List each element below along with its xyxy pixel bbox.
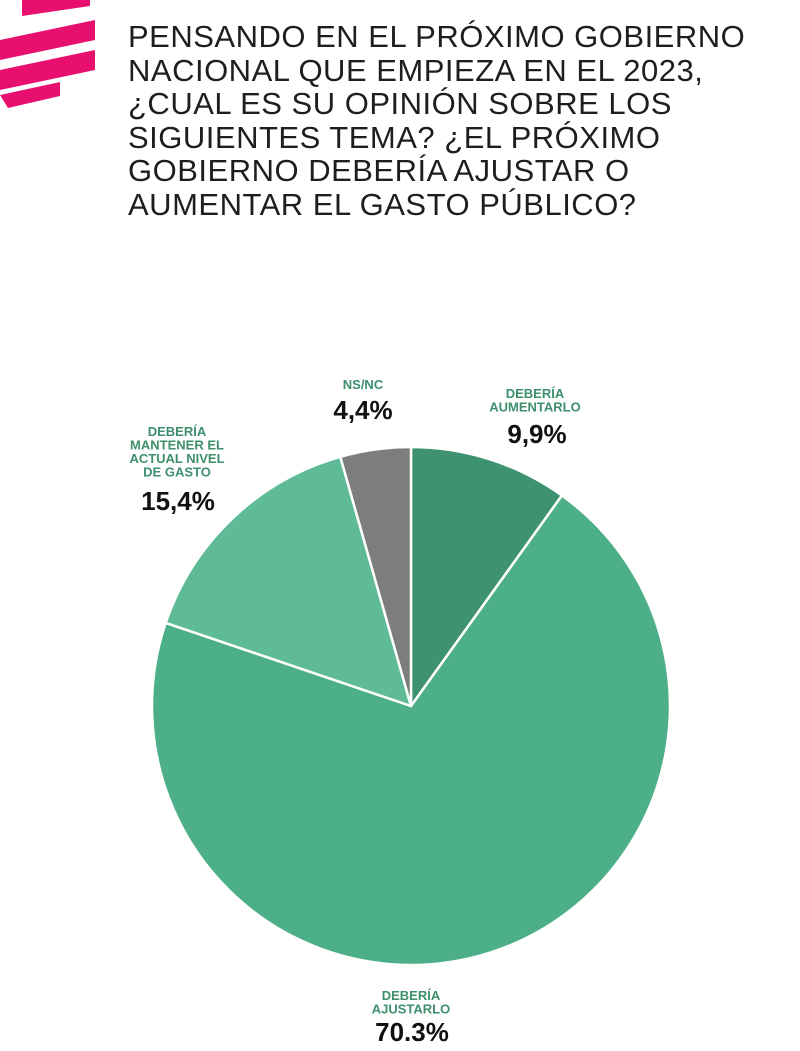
chart-title: PENSANDO EN EL PRÓXIMO GOBIERNO NACIONAL… [128, 19, 746, 222]
slice-label-line: NS/NC [343, 377, 384, 392]
slice-label-line: AUMENTARLO [489, 400, 580, 415]
value-label-nsnc: 4,4% [333, 395, 392, 425]
slice-label-line: DEBERÍA [148, 424, 207, 439]
slice-label-line: AJUSTARLO [372, 1002, 450, 1017]
label-mantener: DEBERÍA MANTENER EL ACTUAL NIVEL DE GASTO 1… [129, 424, 224, 516]
slice-label-line: DE GASTO [143, 465, 211, 480]
slice-label-line: DEBERÍA [506, 386, 565, 401]
pie-slice-mantener [164, 455, 413, 708]
slice-label-ajustar: DEBERÍA AJUSTARLO [372, 988, 450, 1017]
slice-label-line: ACTUAL NIVEL [129, 451, 224, 466]
label-nsnc: NS/NC 4,4% [333, 377, 392, 425]
magenta-stripes-logo-icon [0, 0, 95, 108]
value-label-mantener: 15,4% [141, 486, 215, 516]
pie-slice-nsnc [339, 445, 413, 708]
slice-label-mantener: DEBERÍA MANTENER EL ACTUAL NIVEL DE GASTO [129, 424, 224, 480]
label-ajustar: DEBERÍA AJUSTARLO 70.3% [372, 988, 450, 1047]
slice-label-aumentar: DEBERÍA AUMENTARLO [489, 386, 580, 415]
slice-label-nsnc: NS/NC [343, 377, 384, 392]
value-label-ajustar: 70.3% [375, 1017, 449, 1047]
pie-slice-aumentar [409, 445, 564, 708]
slice-label-line: MANTENER EL [130, 438, 224, 453]
label-aumentar: DEBERÍA AUMENTARLO 9,9% [489, 386, 580, 449]
pie-slice-ajustar [150, 494, 672, 967]
slice-label-line: DEBERÍA [382, 988, 441, 1003]
value-label-aumentar: 9,9% [507, 419, 566, 449]
